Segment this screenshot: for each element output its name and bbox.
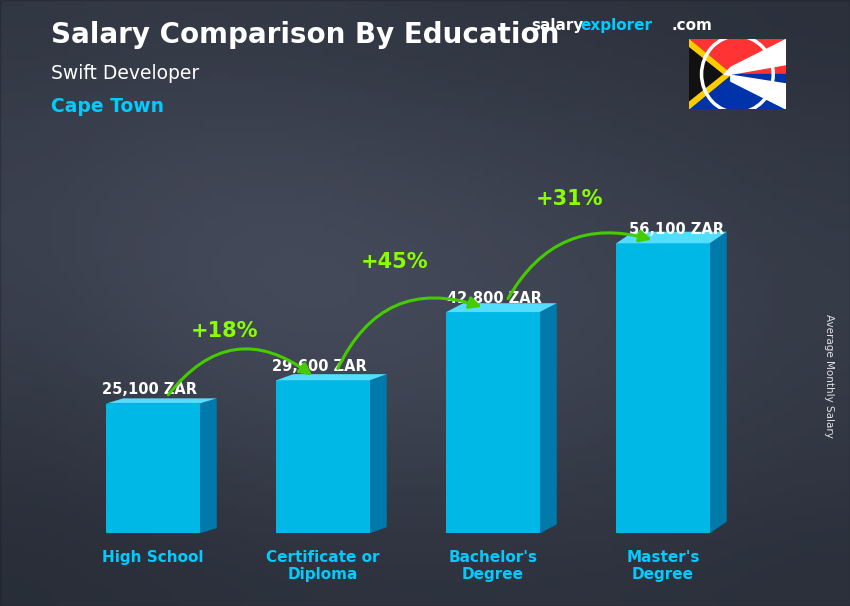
- Bar: [688, 75, 786, 109]
- Polygon shape: [616, 231, 727, 243]
- Bar: [276, 381, 370, 533]
- Polygon shape: [106, 398, 217, 404]
- Bar: [106, 404, 200, 533]
- Polygon shape: [688, 45, 724, 103]
- Polygon shape: [688, 75, 731, 109]
- Bar: [688, 39, 786, 75]
- Text: +31%: +31%: [536, 188, 604, 208]
- Bar: [446, 312, 540, 533]
- Text: 42,800 ZAR: 42,800 ZAR: [447, 291, 542, 306]
- Text: .com: .com: [672, 18, 712, 33]
- Text: Average Monthly Salary: Average Monthly Salary: [824, 314, 834, 438]
- Polygon shape: [446, 303, 557, 312]
- Text: 25,100 ZAR: 25,100 ZAR: [102, 382, 197, 397]
- Text: explorer: explorer: [581, 18, 653, 33]
- Polygon shape: [200, 398, 217, 533]
- Text: +45%: +45%: [360, 252, 428, 272]
- Polygon shape: [724, 75, 786, 109]
- Text: salary: salary: [531, 18, 584, 33]
- Text: 29,600 ZAR: 29,600 ZAR: [272, 359, 366, 374]
- Polygon shape: [276, 374, 387, 381]
- Text: Swift Developer: Swift Developer: [51, 64, 199, 82]
- Polygon shape: [710, 231, 727, 533]
- Polygon shape: [724, 39, 786, 75]
- Polygon shape: [688, 39, 731, 75]
- Text: 56,100 ZAR: 56,100 ZAR: [629, 222, 724, 237]
- Polygon shape: [688, 39, 731, 109]
- Polygon shape: [540, 303, 557, 533]
- Bar: [616, 243, 710, 533]
- Text: Cape Town: Cape Town: [51, 97, 164, 116]
- Text: +18%: +18%: [190, 321, 258, 341]
- Text: Salary Comparison By Education: Salary Comparison By Education: [51, 21, 559, 49]
- Polygon shape: [370, 374, 387, 533]
